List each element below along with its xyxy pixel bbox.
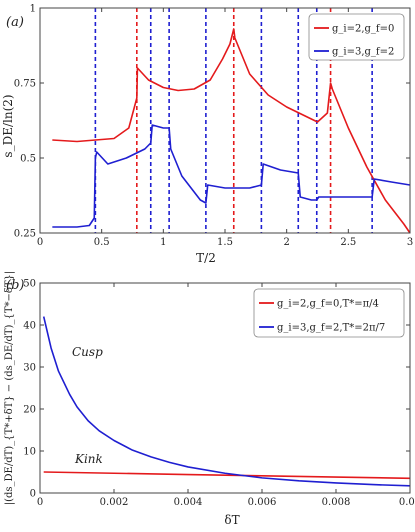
panel-a-label: (a) xyxy=(6,15,24,30)
panel-b: (b) 0 0.002 0.004 0.006 0.008 0.01 0 10 20 30 40 50… xyxy=(4,271,415,527)
blue-series-line xyxy=(52,124,411,228)
legend-entry: g_i=2,g_f=0 xyxy=(332,24,394,35)
x-tick-label: 1 xyxy=(160,237,166,248)
y-tick-label: 0.75 xyxy=(14,79,36,90)
x-tick-label: 0.008 xyxy=(322,497,351,508)
panel-a-y-axis-label: s_DE/ln(2) xyxy=(1,94,15,157)
blue-series-line xyxy=(42,316,411,487)
y-tick-label: 50 xyxy=(23,279,36,290)
legend-entry: g_i=2,g_f=0,T*=π/4 xyxy=(277,299,379,310)
panel-a-legend: g_i=2,g_f=0 g_i=3,g_f=2 xyxy=(308,13,405,61)
x-tick-label: 0.002 xyxy=(100,497,129,508)
panel-b-frame xyxy=(39,282,411,494)
legend-box xyxy=(308,13,405,61)
panel-b-y-axis-label: |(ds_DE/dT)_{T*+δT} − (ds_DE/dT)_{T*−δT}… xyxy=(4,271,15,506)
panel-b-ticks: 0 0.002 0.004 0.006 0.008 0.01 0 10 20 30 40 50 xyxy=(23,279,415,509)
legend-box xyxy=(253,288,405,338)
panel-a: (a) 0 0.5 1 1.5 2 2.5 3 0.25 0.5 0.75 1 T/2 s_DE/l… xyxy=(1,4,413,266)
cusp-annotation: Cusp xyxy=(72,345,103,359)
x-tick-label: 0.5 xyxy=(94,237,110,248)
x-tick-label: 1.5 xyxy=(217,237,233,248)
y-tick-label: 10 xyxy=(23,447,36,458)
panel-a-series xyxy=(52,28,411,234)
panel-a-ticks: 0 0.5 1 1.5 2 2.5 3 0.25 0.5 0.75 1 xyxy=(14,4,413,249)
panel-b-x-axis-label: δT xyxy=(224,513,239,527)
y-tick-label: 1 xyxy=(30,4,36,15)
legend-entry: g_i=3,g_f=2 xyxy=(332,47,394,58)
x-tick-label: 2 xyxy=(283,237,289,248)
panel-b-legend: g_i=2,g_f=0,T*=π/4 g_i=3,g_f=2,T*=2π/7 xyxy=(253,288,405,338)
red-series-line xyxy=(52,28,411,234)
y-tick-label: 20 xyxy=(23,405,36,416)
x-tick-label: 0.01 xyxy=(399,497,415,508)
y-tick-label: 0.5 xyxy=(20,154,36,165)
red-series-line xyxy=(43,471,411,480)
kink-annotation: Kink xyxy=(74,452,103,466)
panel-b-series xyxy=(42,316,411,487)
legend-entry: g_i=3,g_f=2,T*=2π/7 xyxy=(277,323,385,334)
y-tick-label: 0 xyxy=(30,489,36,500)
x-tick-label: 0.004 xyxy=(174,497,203,508)
panel-b-label: (b) xyxy=(6,278,24,293)
x-tick-label: 0 xyxy=(37,497,43,508)
y-tick-label: 40 xyxy=(23,321,36,332)
y-tick-label: 0.25 xyxy=(14,229,36,240)
x-tick-label: 0.006 xyxy=(248,497,277,508)
y-tick-label: 30 xyxy=(23,363,36,374)
x-tick-label: 3 xyxy=(407,237,413,248)
x-tick-label: 0 xyxy=(37,237,43,248)
panel-a-x-axis-label: T/2 xyxy=(196,251,216,265)
x-tick-label: 2.5 xyxy=(340,237,356,248)
